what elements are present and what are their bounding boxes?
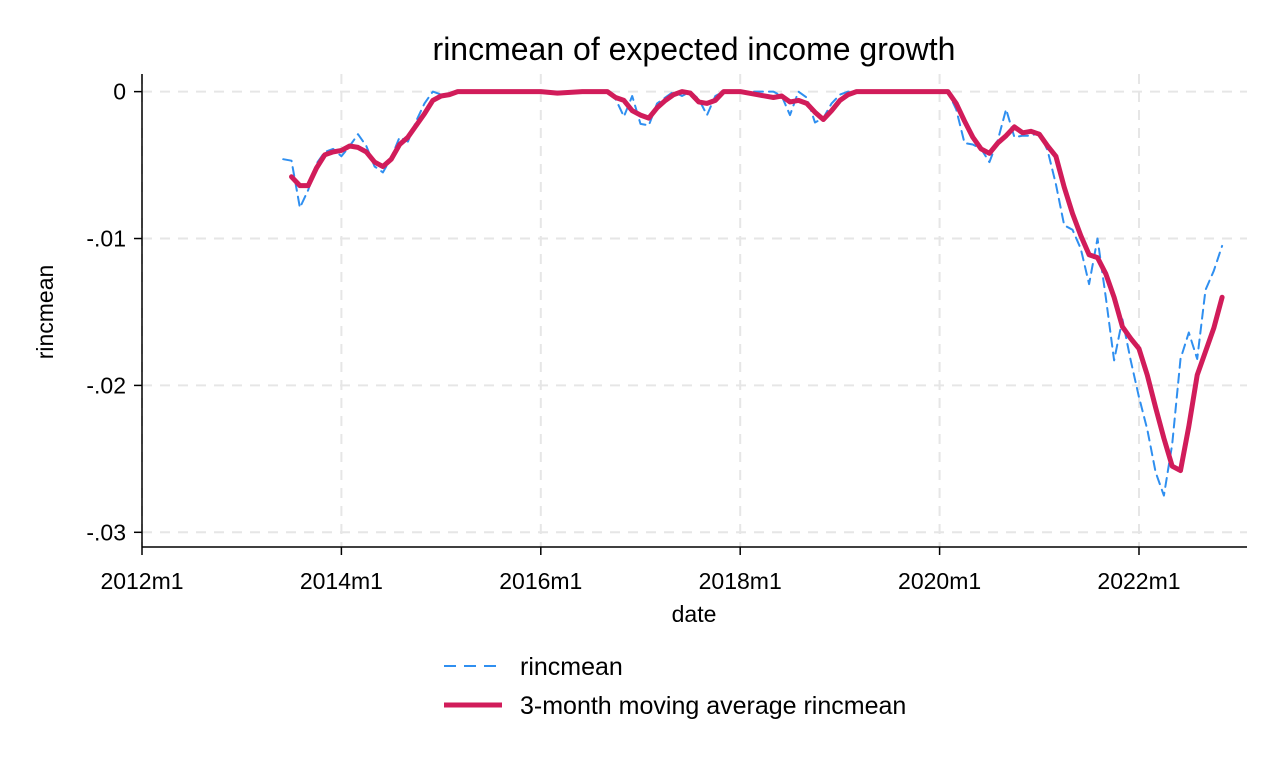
- y-axis-ticks: 0 -.01 -.02 -.03: [86, 79, 142, 545]
- x-tick-label: 2014m1: [300, 568, 383, 594]
- x-tick-label: 2016m1: [499, 568, 582, 594]
- y-tick-label: 0: [113, 79, 126, 105]
- y-tick-label: -.02: [86, 372, 126, 398]
- chart-title: rincmean of expected income growth: [433, 31, 956, 67]
- legend-label-moving-average: 3-month moving average rincmean: [520, 692, 906, 720]
- legend: rincmean 3-month moving average rincmean: [444, 653, 906, 720]
- x-tick-label: 2020m1: [898, 568, 981, 594]
- axes: [141, 74, 1247, 548]
- series-line-moving-average: [289, 89, 1225, 474]
- y-axis-label: rincmean: [32, 265, 58, 360]
- x-tick-label: 2012m1: [100, 568, 183, 594]
- y-tick-label: -.01: [86, 226, 126, 252]
- x-axis-label: date: [672, 601, 717, 627]
- x-axis-ticks: 2012m1 2014m1 2016m1 2018m1 2020m1 2022m1: [100, 547, 1181, 594]
- series-layer: [282, 89, 1225, 497]
- legend-label-rincmean: rincmean: [520, 653, 623, 681]
- y-tick-label: -.03: [86, 519, 126, 545]
- x-tick-label: 2022m1: [1097, 568, 1180, 594]
- series-line-rincmean: [282, 90, 1224, 497]
- gridlines: [141, 74, 1247, 547]
- x-tick-label: 2018m1: [699, 568, 782, 594]
